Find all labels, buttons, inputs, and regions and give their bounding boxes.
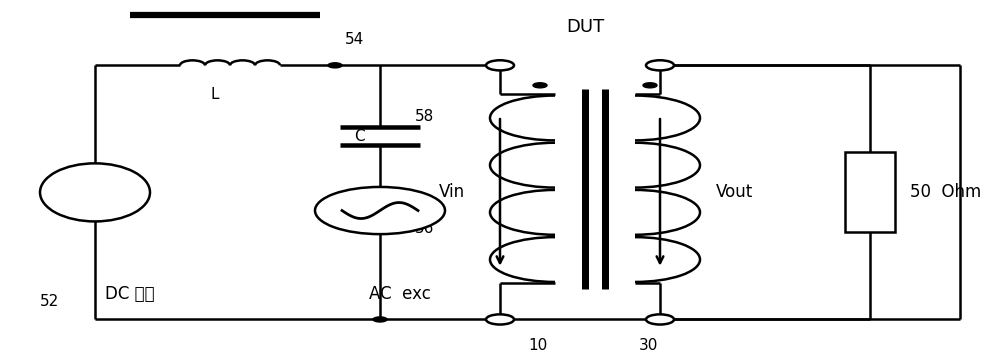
Text: 52: 52: [40, 294, 59, 309]
Circle shape: [646, 314, 674, 325]
Circle shape: [328, 63, 342, 68]
Circle shape: [646, 60, 674, 70]
Text: C: C: [354, 129, 365, 144]
Text: AC  exc: AC exc: [369, 285, 431, 303]
Circle shape: [486, 60, 514, 70]
Text: 10: 10: [528, 338, 548, 352]
Text: DC 偏置: DC 偏置: [105, 285, 155, 303]
Text: Vout: Vout: [716, 183, 754, 201]
Text: 54: 54: [345, 32, 364, 47]
Circle shape: [533, 83, 547, 88]
Text: DUT: DUT: [566, 18, 604, 36]
Bar: [845, 152, 895, 232]
Circle shape: [486, 314, 514, 325]
Text: Vin: Vin: [439, 183, 465, 201]
Circle shape: [643, 83, 657, 88]
Ellipse shape: [40, 163, 150, 221]
Circle shape: [373, 317, 387, 322]
Text: 50  Ohm: 50 Ohm: [910, 183, 981, 201]
Text: 58: 58: [415, 109, 434, 124]
Circle shape: [315, 187, 445, 234]
Text: L: L: [211, 87, 219, 102]
Text: 30: 30: [638, 338, 658, 352]
Text: 56: 56: [415, 221, 434, 236]
